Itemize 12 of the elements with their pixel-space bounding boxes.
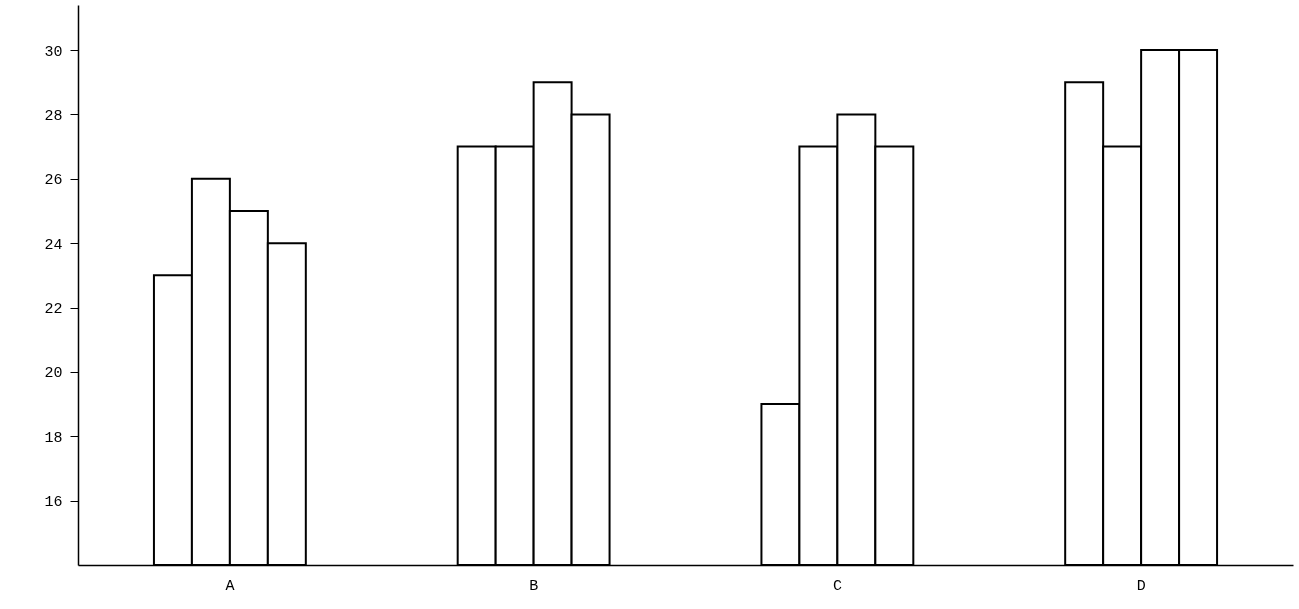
y-tick-label: 20 [44,365,63,383]
y-tick-label: 16 [44,494,63,512]
y-tick-label: 18 [44,429,63,447]
x-tick-label: C [832,577,842,595]
y-tick-label: 28 [44,107,63,125]
x-tick-label: A [225,577,235,595]
x-tick-label: D [1136,577,1146,595]
y-tick-label: 30 [44,43,63,61]
y-tick-label: 26 [44,172,63,190]
x-tick-label: B [529,577,539,595]
y-tick-label: 22 [44,301,63,319]
y-tick-label: 24 [44,236,63,254]
